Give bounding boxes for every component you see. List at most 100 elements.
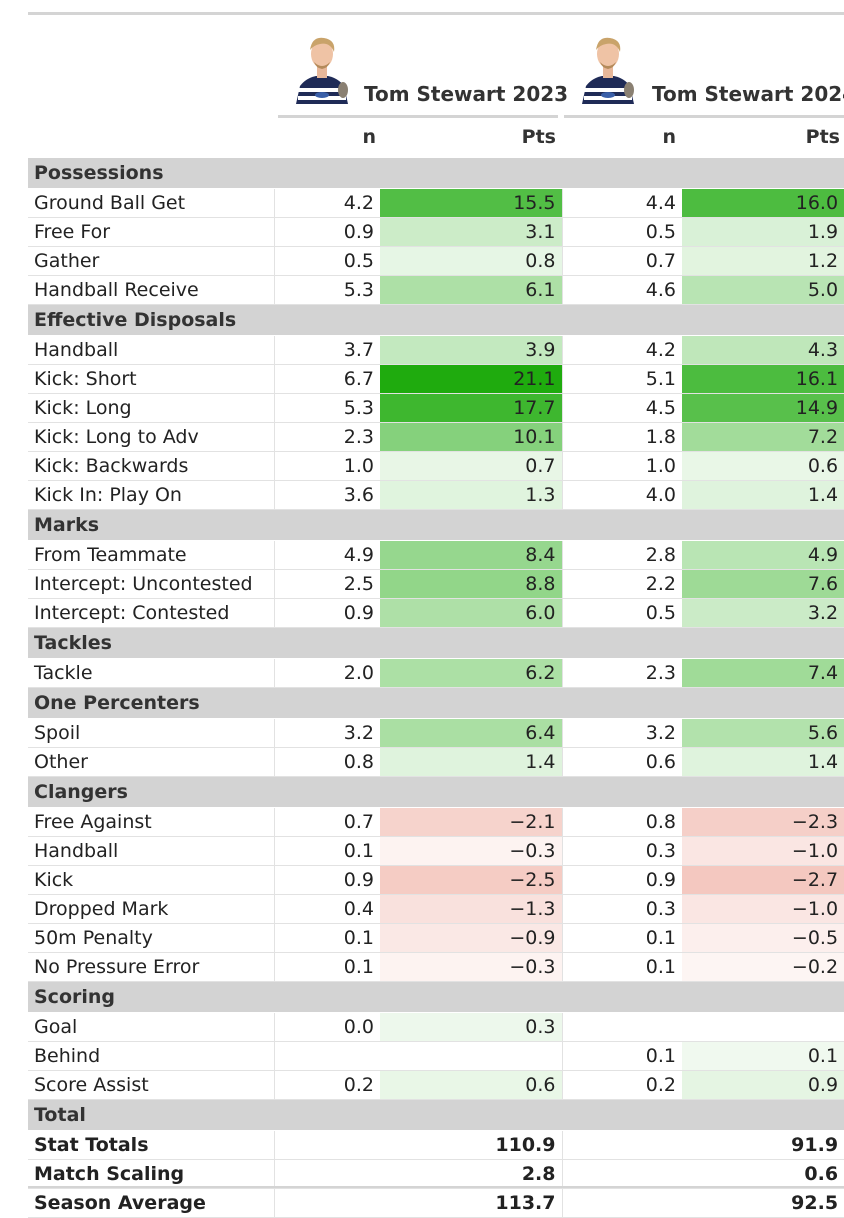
row-label: Goal [28, 1012, 275, 1042]
count-cell: 0.3 [562, 894, 682, 924]
points-cell: 10.1 [380, 422, 563, 452]
row-label: Season Average [28, 1188, 275, 1218]
points-cell: 1.4 [682, 480, 844, 510]
table-row: Behind 0.1 0.1 [28, 1041, 844, 1071]
points-cell: 113.7 [380, 1188, 563, 1218]
table-row: Dropped Mark 0.4 −1.3 0.3 −1.0 [28, 894, 844, 924]
category-row: Tackles [28, 627, 844, 659]
count-cell: 4.2 [274, 188, 380, 218]
category-title: Tackles [28, 627, 844, 659]
points-cell: 0.6 [682, 451, 844, 481]
column-group-rule [564, 115, 844, 118]
row-label: Kick: Short [28, 364, 275, 394]
points-cell: 92.5 [682, 1188, 844, 1218]
points-cell: 0.1 [682, 1041, 844, 1071]
points-cell: 15.5 [380, 188, 563, 218]
points-cell: −0.5 [682, 923, 844, 953]
points-cell: 0.9 [682, 1070, 844, 1100]
count-cell: 2.3 [274, 422, 380, 452]
points-cell: 16.1 [682, 364, 844, 394]
row-label: Dropped Mark [28, 894, 275, 924]
points-cell: 6.0 [380, 598, 563, 628]
table-header: Tom Stewart 2023 Tom Stewart 2024 n Pts … [28, 12, 844, 162]
category-row: Possessions [28, 158, 844, 189]
count-cell [562, 1188, 682, 1218]
stats-table: Possessions Ground Ball Get 4.2 15.5 4.4 16.0… [28, 158, 844, 1218]
row-label: No Pressure Error [28, 952, 275, 982]
points-cell: 2.8 [380, 1159, 563, 1189]
table-row: 50m Penalty 0.1 −0.9 0.1 −0.5 [28, 923, 844, 953]
count-cell: 3.2 [274, 718, 380, 748]
points-cell: 6.2 [380, 658, 563, 688]
row-label: Free For [28, 217, 275, 247]
count-cell: 3.7 [274, 335, 380, 365]
row-label: Intercept: Uncontested [28, 569, 275, 599]
category-row: Clangers [28, 776, 844, 808]
count-cell [562, 1159, 682, 1189]
player-headshot-icon [290, 28, 354, 104]
count-cell: 0.7 [274, 807, 380, 837]
player-name: Tom Stewart 2024 [652, 82, 844, 106]
count-cell: 0.5 [274, 246, 380, 276]
table-row: Ground Ball Get 4.2 15.5 4.4 16.0 [28, 188, 844, 218]
top-rule [28, 12, 844, 15]
points-cell: 0.7 [380, 451, 563, 481]
points-cell: 5.0 [682, 275, 844, 305]
table-row: Kick In: Play On 3.6 1.3 4.0 1.4 [28, 480, 844, 510]
points-cell: 4.3 [682, 335, 844, 365]
table-row: No Pressure Error 0.1 −0.3 0.1 −0.2 [28, 952, 844, 982]
count-cell: 0.3 [562, 836, 682, 866]
points-cell: 110.9 [380, 1130, 563, 1160]
count-cell: 0.1 [562, 1041, 682, 1071]
row-label: Intercept: Contested [28, 598, 275, 628]
points-cell: −0.3 [380, 836, 563, 866]
count-cell: 5.3 [274, 393, 380, 423]
points-cell: 0.8 [380, 246, 563, 276]
category-row: Marks [28, 509, 844, 541]
points-cell [380, 1041, 563, 1071]
count-cell: 4.2 [562, 335, 682, 365]
count-cell: 2.2 [562, 569, 682, 599]
category-title: Total [28, 1099, 844, 1131]
points-cell: −1.0 [682, 836, 844, 866]
table-row: Goal 0.0 0.3 [28, 1012, 844, 1042]
table-row: Tackle 2.0 6.2 2.3 7.4 [28, 658, 844, 688]
points-cell: 8.8 [380, 569, 563, 599]
count-cell [274, 1188, 380, 1218]
points-cell: 21.1 [380, 364, 563, 394]
count-cell: 0.6 [562, 747, 682, 777]
points-cell: 0.6 [682, 1159, 844, 1189]
count-cell: 0.7 [562, 246, 682, 276]
category-title: Effective Disposals [28, 304, 844, 336]
points-cell: −0.2 [682, 952, 844, 982]
points-cell: 5.6 [682, 718, 844, 748]
table-row: Handball 3.7 3.9 4.2 4.3 [28, 335, 844, 365]
row-label: Score Assist [28, 1070, 275, 1100]
points-cell: 14.9 [682, 393, 844, 423]
category-row: Total [28, 1099, 844, 1131]
row-label: Kick: Backwards [28, 451, 275, 481]
table-row: Free For 0.9 3.1 0.5 1.9 [28, 217, 844, 247]
table-row: Season Average 113.7 92.5 [28, 1188, 844, 1218]
table-row: Gather 0.5 0.8 0.7 1.2 [28, 246, 844, 276]
points-cell: 7.2 [682, 422, 844, 452]
category-title: One Percenters [28, 687, 844, 719]
count-cell: 2.5 [274, 569, 380, 599]
points-cell: −2.5 [380, 865, 563, 895]
category-row: One Percenters [28, 687, 844, 719]
table-row: Handball 0.1 −0.3 0.3 −1.0 [28, 836, 844, 866]
count-cell: 0.5 [562, 598, 682, 628]
points-cell: 1.3 [380, 480, 563, 510]
row-label: Kick: Long to Adv [28, 422, 275, 452]
count-cell: 0.8 [562, 807, 682, 837]
count-cell: 4.4 [562, 188, 682, 218]
row-label: Tackle [28, 658, 275, 688]
points-cell: 6.1 [380, 275, 563, 305]
points-cell: 4.9 [682, 540, 844, 570]
table-row: Score Assist 0.2 0.6 0.2 0.9 [28, 1070, 844, 1100]
count-cell: 0.8 [274, 747, 380, 777]
category-title: Marks [28, 509, 844, 541]
count-cell [274, 1159, 380, 1189]
count-cell: 5.3 [274, 275, 380, 305]
count-cell: 0.1 [274, 836, 380, 866]
